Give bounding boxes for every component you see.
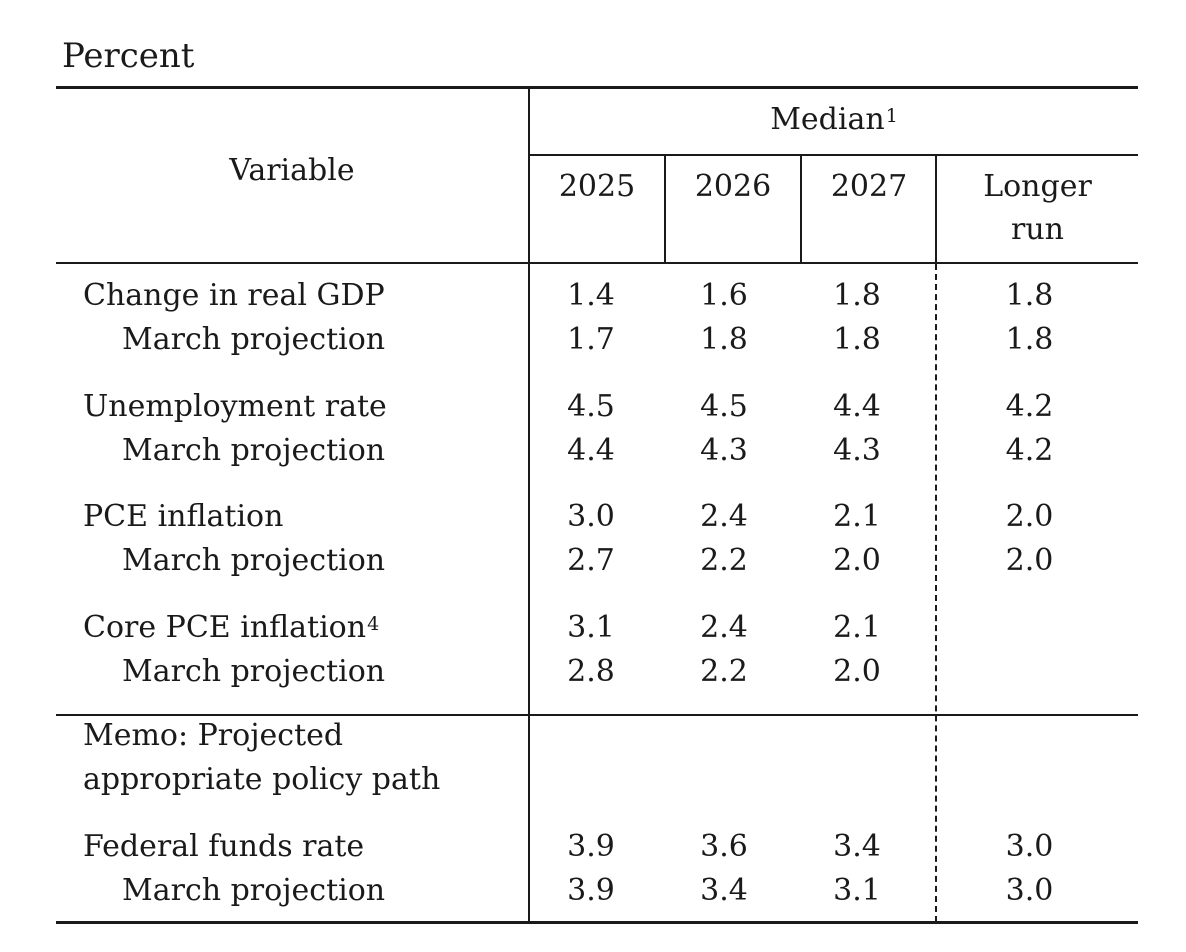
memo-line-2: appropriate policy path bbox=[83, 762, 441, 797]
year-header-2025: 2025 bbox=[558, 169, 636, 204]
top-rule bbox=[56, 86, 1138, 89]
cell-2025: 4.4 bbox=[567, 433, 615, 468]
cell-2025: 3.1 bbox=[567, 610, 615, 645]
cell-2026: 4.5 bbox=[700, 389, 748, 424]
memo-line-1: Memo: Projected bbox=[83, 718, 344, 753]
row-label: Core PCE inflation4 bbox=[83, 608, 379, 648]
cell-longer-run: 1.8 bbox=[1005, 322, 1054, 357]
cell-longer-run: 4.2 bbox=[1005, 389, 1054, 424]
cell-2026: 3.4 bbox=[700, 873, 748, 908]
row-footnote: 4 bbox=[367, 613, 380, 635]
year-header-2026: 2026 bbox=[694, 169, 772, 204]
cell-2027: 2.1 bbox=[833, 610, 881, 645]
year-divider-2026 bbox=[800, 155, 802, 263]
cell-longer-run: 2.0 bbox=[1005, 499, 1054, 534]
cell-2025: 1.4 bbox=[567, 278, 615, 313]
year-divider-2027 bbox=[935, 155, 937, 263]
row-label: PCE inflation bbox=[83, 499, 284, 534]
year-header-2027: 2027 bbox=[830, 169, 908, 204]
cell-2025: 1.7 bbox=[567, 322, 615, 357]
cell-2027: 3.4 bbox=[833, 829, 881, 864]
median-underline bbox=[530, 154, 1138, 156]
cell-longer-run: 3.0 bbox=[1005, 873, 1054, 908]
row-label-sub: March projection bbox=[122, 873, 386, 908]
cell-2027: 1.8 bbox=[833, 322, 881, 357]
cell-2027: 2.0 bbox=[833, 654, 881, 689]
cell-2025: 3.9 bbox=[567, 829, 615, 864]
table-caption: Percent bbox=[62, 36, 195, 76]
cell-2026: 3.6 bbox=[700, 829, 748, 864]
year-divider-2025 bbox=[664, 155, 666, 263]
cell-longer-run: 3.0 bbox=[1005, 829, 1054, 864]
longer-run-header-line1: Longer bbox=[983, 169, 1092, 204]
variable-header-text: Variable bbox=[229, 153, 355, 188]
row-label-sub: March projection bbox=[122, 322, 386, 357]
cell-2027: 4.4 bbox=[833, 389, 881, 424]
longer-run-header-line2: run bbox=[1011, 212, 1064, 247]
cell-2025: 3.0 bbox=[567, 499, 615, 534]
median-header: Median1 bbox=[530, 100, 1138, 140]
row-label: Change in real GDP bbox=[83, 278, 385, 313]
median-footnote: 1 bbox=[885, 105, 898, 127]
header-bottom-rule bbox=[56, 262, 1138, 264]
cell-2025: 2.8 bbox=[567, 654, 615, 689]
row-label: Unemployment rate bbox=[83, 389, 387, 424]
cell-2027: 4.3 bbox=[833, 433, 881, 468]
longer-run-dashed-divider bbox=[935, 264, 937, 922]
bottom-rule bbox=[56, 921, 1138, 924]
median-header-text: Median bbox=[770, 102, 885, 137]
cell-2026: 2.4 bbox=[700, 499, 748, 534]
cell-2025: 3.9 bbox=[567, 873, 615, 908]
row-label-sub: March projection bbox=[122, 433, 386, 468]
row-label-sub: March projection bbox=[122, 654, 386, 689]
cell-longer-run: 2.0 bbox=[1005, 543, 1054, 578]
row-label: Federal funds rate bbox=[83, 829, 365, 864]
cell-2026: 4.3 bbox=[700, 433, 748, 468]
row-label-text: Core PCE inflation bbox=[83, 610, 367, 645]
row-label-sub: March projection bbox=[122, 543, 386, 578]
cell-2027: 2.1 bbox=[833, 499, 881, 534]
cell-2027: 1.8 bbox=[833, 278, 881, 313]
cell-2025: 4.5 bbox=[567, 389, 615, 424]
cell-2026: 2.2 bbox=[700, 654, 748, 689]
variable-header: Variable bbox=[56, 151, 528, 191]
cell-2026: 2.4 bbox=[700, 610, 748, 645]
memo-rule bbox=[56, 714, 1138, 716]
cell-2027: 2.0 bbox=[833, 543, 881, 578]
cell-longer-run: 1.8 bbox=[1005, 278, 1054, 313]
cell-2026: 1.8 bbox=[700, 322, 748, 357]
cell-2026: 2.2 bbox=[700, 543, 748, 578]
cell-2026: 1.6 bbox=[700, 278, 748, 313]
cell-2027: 3.1 bbox=[833, 873, 881, 908]
cell-longer-run: 4.2 bbox=[1005, 433, 1054, 468]
cell-2025: 2.7 bbox=[567, 543, 615, 578]
variable-column-divider bbox=[528, 88, 530, 922]
